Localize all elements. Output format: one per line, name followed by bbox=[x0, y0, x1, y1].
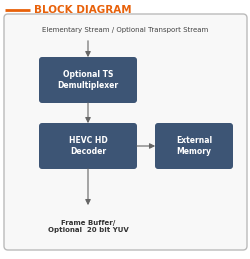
Text: External
Memory: External Memory bbox=[175, 136, 211, 156]
Text: Elementary Stream / Optional Transport Stream: Elementary Stream / Optional Transport S… bbox=[42, 27, 207, 33]
FancyBboxPatch shape bbox=[154, 123, 232, 169]
Text: BLOCK DIAGRAM: BLOCK DIAGRAM bbox=[34, 5, 131, 15]
FancyBboxPatch shape bbox=[39, 57, 136, 103]
FancyBboxPatch shape bbox=[4, 14, 246, 250]
Text: Optional TS
Demultiplexer: Optional TS Demultiplexer bbox=[57, 70, 118, 90]
FancyBboxPatch shape bbox=[39, 123, 136, 169]
Text: Frame Buffer/
Optional  20 bit YUV: Frame Buffer/ Optional 20 bit YUV bbox=[48, 220, 128, 233]
Text: HEVC HD
Decoder: HEVC HD Decoder bbox=[68, 136, 107, 156]
